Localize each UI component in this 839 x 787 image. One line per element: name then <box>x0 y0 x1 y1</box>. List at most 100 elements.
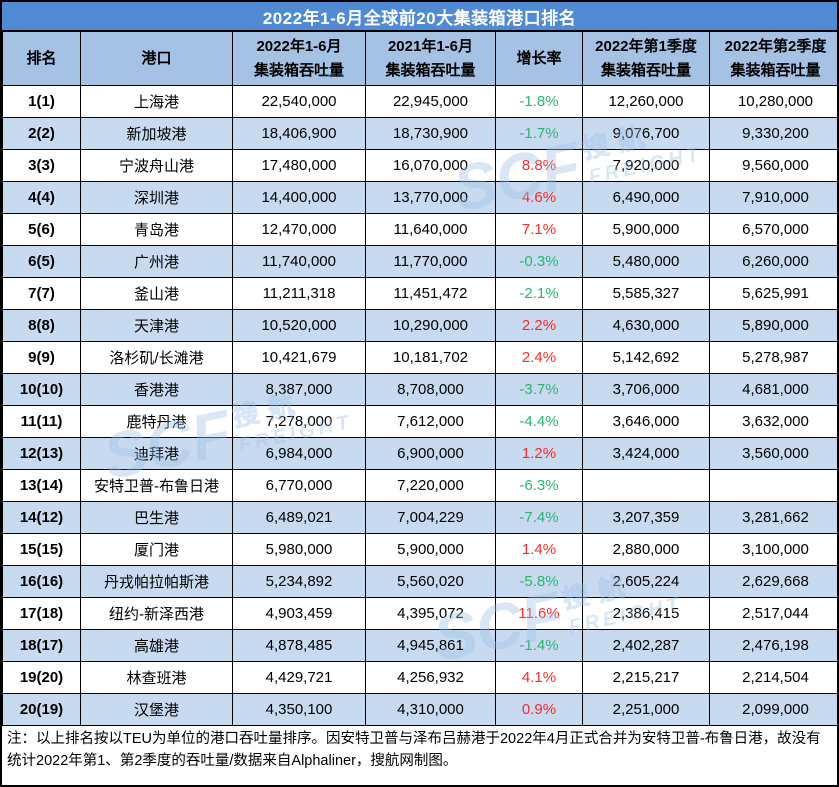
table-row: 10(10) 香港港 8,387,000 8,708,000 -3.7% 3,706,00… <box>2 373 837 406</box>
table-row: 15(15) 厦门港 5,980,000 5,900,000 1.4% 2,880,000… <box>2 533 837 566</box>
throughput-2022h1-cell: 12,470,000 <box>232 213 366 246</box>
throughput-2021h1-cell: 7,220,000 <box>365 469 496 502</box>
port-cell: 巴生港 <box>80 501 233 534</box>
growth-rate-cell: -2.1% <box>495 277 583 310</box>
port-cell: 洛杉矶/长滩港 <box>80 341 233 374</box>
port-cell: 林查班港 <box>80 661 233 694</box>
throughput-2021h1-cell: 7,612,000 <box>365 405 496 438</box>
header-port: 港口 <box>80 31 233 86</box>
rank-cell: 9(9) <box>2 341 81 374</box>
throughput-2021h1-cell: 13,770,000 <box>365 181 496 214</box>
port-cell: 青岛港 <box>80 213 233 246</box>
port-cell: 广州港 <box>80 245 233 278</box>
q1-2022-cell: 3,424,000 <box>582 437 710 470</box>
header-rank: 排名 <box>2 31 81 86</box>
port-cell: 厦门港 <box>80 533 233 566</box>
rank-cell: 18(17) <box>2 629 81 662</box>
q2-2022-cell: 4,681,000 <box>709 373 837 406</box>
table-row: 20(19) 汉堡港 4,350,100 4,310,000 0.9% 2,251,000… <box>2 693 837 726</box>
rank-cell: 1(1) <box>2 85 81 118</box>
throughput-2021h1-cell: 6,900,000 <box>365 437 496 470</box>
rank-cell: 17(18) <box>2 597 81 630</box>
throughput-2021h1-cell: 11,640,000 <box>365 213 496 246</box>
port-cell: 深圳港 <box>80 181 233 214</box>
q2-2022-cell: 6,260,000 <box>709 245 837 278</box>
table-row: 16(16) 丹戎帕拉帕斯港 5,234,892 5,560,020 -5.8% 2,60… <box>2 565 837 598</box>
q2-2022-cell: 9,330,200 <box>709 117 837 150</box>
header-throughput-2022h1: 2022年1-6月 集装箱吞吐量 <box>232 31 366 86</box>
q2-2022-cell: 5,278,987 <box>709 341 837 374</box>
throughput-2021h1-cell: 4,310,000 <box>365 693 496 726</box>
port-cell: 釜山港 <box>80 277 233 310</box>
table-row: 11(11) 鹿特丹港 7,278,000 7,612,000 -4.4% 3,646,0… <box>2 405 837 438</box>
port-cell: 上海港 <box>80 85 233 118</box>
throughput-2022h1-cell: 5,234,892 <box>232 565 366 598</box>
q2-2022-cell: 2,214,504 <box>709 661 837 694</box>
table-row: 6(5) 广州港 11,740,000 11,770,000 -0.3% 5,480,00… <box>2 245 837 278</box>
header-q2-2022: 2022年第2季度 集装箱吞吐量 <box>709 31 837 86</box>
q1-2022-cell: 5,900,000 <box>582 213 710 246</box>
throughput-2022h1-cell: 8,387,000 <box>232 373 366 406</box>
rank-cell: 13(14) <box>2 469 81 502</box>
q1-2022-cell: 2,880,000 <box>582 533 710 566</box>
growth-rate-cell: 2.2% <box>495 309 583 342</box>
q1-2022-cell: 3,207,359 <box>582 501 710 534</box>
throughput-2021h1-cell: 4,395,072 <box>365 597 496 630</box>
rank-cell: 3(3) <box>2 149 81 182</box>
port-cell: 新加坡港 <box>80 117 233 150</box>
table-row: 12(13) 迪拜港 6,984,000 6,900,000 1.2% 3,424,000… <box>2 437 837 470</box>
growth-rate-cell: -1.8% <box>495 85 583 118</box>
rank-cell: 10(10) <box>2 373 81 406</box>
header-q1-2022: 2022年第1季度 集装箱吞吐量 <box>582 31 710 86</box>
header-row: 排名 港口 2022年1-6月 集装箱吞吐量 2021年1-6月 集装箱吞吐量 增长… <box>2 31 837 86</box>
throughput-2021h1-cell: 22,945,000 <box>365 85 496 118</box>
table-row: 2(2) 新加坡港 18,406,900 18,730,900 -1.7% 9,076,7… <box>2 117 837 150</box>
rank-cell: 7(7) <box>2 277 81 310</box>
throughput-2022h1-cell: 10,421,679 <box>232 341 366 374</box>
port-cell: 鹿特丹港 <box>80 405 233 438</box>
throughput-2021h1-cell: 10,290,000 <box>365 309 496 342</box>
q1-2022-cell: 3,706,000 <box>582 373 710 406</box>
rank-cell: 4(4) <box>2 181 81 214</box>
table-row: 18(17) 高雄港 4,878,485 4,945,861 -1.4% 2,402,28… <box>2 629 837 662</box>
growth-rate-cell: -4.4% <box>495 405 583 438</box>
port-cell: 迪拜港 <box>80 437 233 470</box>
growth-rate-cell: -5.8% <box>495 565 583 598</box>
q1-2022-cell: 3,646,000 <box>582 405 710 438</box>
throughput-2022h1-cell: 11,740,000 <box>232 245 366 278</box>
growth-rate-cell: 4.6% <box>495 181 583 214</box>
growth-rate-cell: -1.7% <box>495 117 583 150</box>
q1-2022-cell: 5,142,692 <box>582 341 710 374</box>
q2-2022-cell: 9,560,000 <box>709 149 837 182</box>
port-cell: 高雄港 <box>80 629 233 662</box>
throughput-2022h1-cell: 6,489,021 <box>232 501 366 534</box>
q1-2022-cell: 6,490,000 <box>582 181 710 214</box>
port-cell: 香港港 <box>80 373 233 406</box>
rank-cell: 6(5) <box>2 245 81 278</box>
port-cell: 宁波舟山港 <box>80 149 233 182</box>
rank-cell: 16(16) <box>2 565 81 598</box>
table-row: 14(12) 巴生港 6,489,021 7,004,229 -7.4% 3,207,35… <box>2 501 837 534</box>
throughput-2022h1-cell: 10,520,000 <box>232 309 366 342</box>
q2-2022-cell: 3,560,000 <box>709 437 837 470</box>
throughput-2022h1-cell: 4,903,459 <box>232 597 366 630</box>
q1-2022-cell: 2,215,217 <box>582 661 710 694</box>
q2-2022-cell: 10,280,000 <box>709 85 837 118</box>
growth-rate-cell: 4.1% <box>495 661 583 694</box>
q2-2022-cell: 7,910,000 <box>709 181 837 214</box>
q1-2022-cell: 5,480,000 <box>582 245 710 278</box>
port-cell: 纽约-新泽西港 <box>80 597 233 630</box>
throughput-2021h1-cell: 18,730,900 <box>365 117 496 150</box>
header-growth-rate: 增长率 <box>495 31 583 86</box>
throughput-2022h1-cell: 4,429,721 <box>232 661 366 694</box>
q1-2022-cell: 4,630,000 <box>582 309 710 342</box>
growth-rate-cell: -0.3% <box>495 245 583 278</box>
rank-cell: 2(2) <box>2 117 81 150</box>
growth-rate-cell: 1.2% <box>495 437 583 470</box>
table-row: 19(20) 林查班港 4,429,721 4,256,932 4.1% 2,215,21… <box>2 661 837 694</box>
port-cell: 天津港 <box>80 309 233 342</box>
growth-rate-cell: 8.8% <box>495 149 583 182</box>
table-row: 13(14) 安特卫普-布鲁日港 6,770,000 7,220,000 -6.3% <box>2 469 837 502</box>
throughput-2021h1-cell: 16,070,000 <box>365 149 496 182</box>
